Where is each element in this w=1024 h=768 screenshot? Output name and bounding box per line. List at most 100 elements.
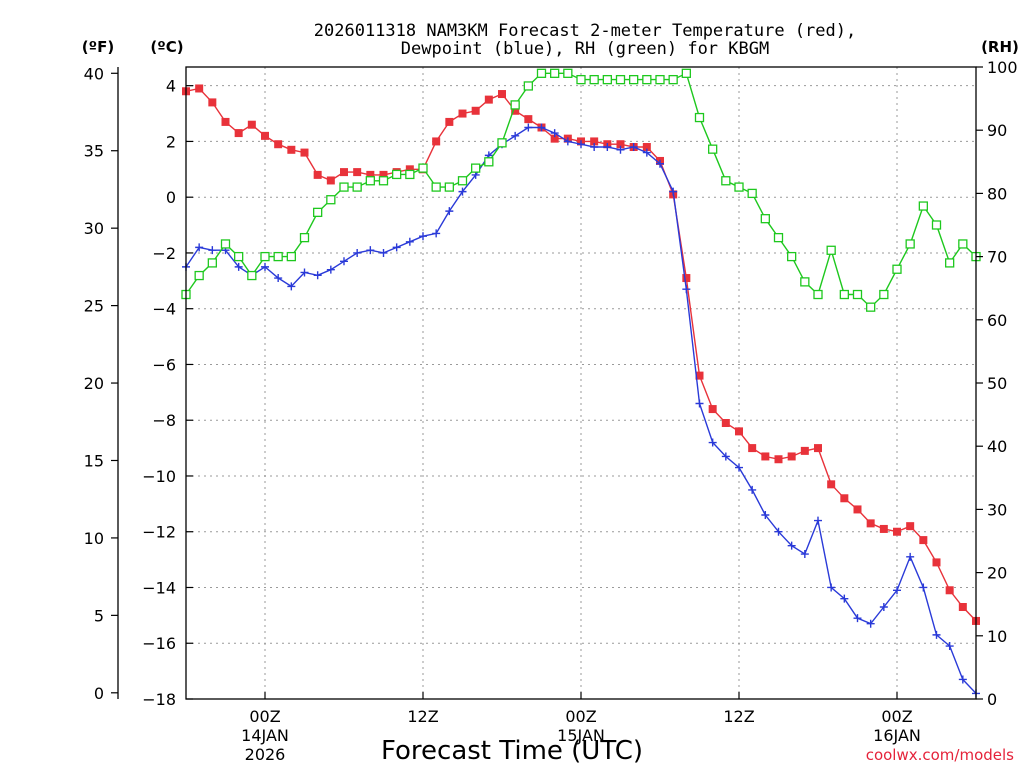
dewpoint-point [353, 248, 362, 257]
dewpoint-point [748, 485, 757, 494]
rh-point [655, 74, 665, 85]
dewpoint-point [313, 271, 322, 280]
temperature-point [787, 452, 796, 461]
rh-point [602, 74, 612, 85]
celsius-tick-label: 0 [166, 188, 176, 207]
rh-tick-label: 10 [987, 627, 1007, 646]
rh-point [523, 81, 533, 91]
dewpoint-point [577, 140, 585, 149]
celsius-tick-label: 4 [166, 77, 176, 96]
dewpoint-point [735, 463, 743, 472]
rh-point [444, 182, 454, 192]
dewpoint-point [827, 583, 836, 592]
fahrenheit-tick-label: 10 [84, 529, 104, 548]
temperature-point [405, 165, 414, 174]
dewpoint-point [642, 148, 651, 157]
rh-tick-label: 100 [987, 58, 1018, 77]
temperature-point [958, 603, 967, 612]
rh-tick-label: 80 [987, 184, 1007, 203]
rh-point [813, 289, 823, 300]
dewpoint-point [840, 594, 849, 603]
dewpoint-point [445, 207, 454, 216]
temperature-point [471, 106, 480, 115]
rh-tick-label: 30 [987, 500, 1007, 519]
temperature-point [511, 106, 520, 115]
rh-point [510, 100, 520, 110]
temperature-point [590, 137, 599, 146]
rh-point [194, 270, 204, 281]
rh-point [879, 289, 889, 300]
celsius-tick-label: −6 [152, 355, 176, 374]
dewpoint-point [379, 248, 388, 257]
temperature-point [774, 455, 783, 464]
rh-point [747, 188, 757, 199]
temperature-point [261, 131, 269, 140]
dewpoint-point [919, 583, 928, 592]
rh-unit-label: (RH) [981, 38, 1019, 56]
rh-point [536, 68, 547, 78]
rh-point [576, 74, 586, 85]
rh-tick-label: 20 [987, 564, 1007, 583]
rh-point [734, 182, 744, 192]
temperature-point [484, 95, 493, 104]
celsius-tick-label: −10 [142, 467, 176, 486]
temperature-point [208, 98, 217, 107]
rh-point [721, 176, 731, 186]
dewpoint-point [656, 159, 664, 168]
x-date-label: 15JAN [557, 726, 605, 745]
temperature-point [932, 558, 941, 567]
dewpoint-point [563, 137, 572, 146]
watermark: coolwx.com/models [866, 746, 1014, 764]
temperature-point [379, 170, 388, 179]
rh-point [365, 176, 375, 186]
temperature-point [748, 444, 757, 453]
rh-point [945, 258, 955, 268]
celsius-unit-label: (ºC) [150, 38, 183, 56]
rh-point [760, 214, 770, 224]
temperature-point [721, 419, 730, 428]
rh-point [352, 182, 362, 192]
temperature-point [708, 405, 717, 414]
celsius-tick-label: −18 [142, 690, 176, 709]
temperature-point [814, 444, 822, 453]
dewpoint-point [721, 452, 730, 461]
rh-point [247, 270, 257, 281]
rh-point [905, 239, 915, 249]
temperature-point [800, 446, 809, 455]
fahrenheit-tick-label: 5 [94, 606, 104, 625]
temperature-point [735, 427, 743, 436]
temperature-point [432, 137, 441, 146]
x-tick-label: 00Z [249, 707, 280, 726]
temperature-point [221, 117, 230, 126]
fahrenheit-tick-label: 15 [84, 451, 104, 470]
temperature-point [840, 494, 849, 503]
dewpoint-point [405, 237, 414, 246]
rh-point [457, 176, 468, 186]
celsius-tick-label: −2 [152, 244, 176, 263]
rh-point [694, 112, 705, 123]
rh-point [866, 302, 876, 312]
plot-frame [185, 66, 977, 700]
dewpoint-point [761, 511, 770, 520]
temperature-point [827, 480, 836, 489]
temperature-point [340, 168, 348, 177]
rh-tick-label: 90 [987, 121, 1007, 140]
dewpoint-point [550, 129, 559, 138]
rh-point [260, 251, 270, 262]
rh-tick-label: 40 [987, 437, 1007, 456]
dewpoint-point [787, 541, 796, 550]
dewpoint-point [629, 143, 638, 152]
temperature-point [445, 117, 454, 126]
temperature-point [550, 134, 559, 143]
temperature-point [274, 140, 283, 149]
dewpoint-point [879, 603, 888, 612]
dewpoint-point [208, 246, 217, 255]
rh-point [286, 251, 296, 262]
x-axis-title: Forecast Time (UTC) [381, 736, 643, 766]
rh-point [484, 157, 494, 167]
x-date-label: 16JAN [873, 726, 921, 745]
temperature-point [313, 170, 322, 179]
temperature-point [695, 371, 704, 380]
fahrenheit-tick-label: 0 [94, 684, 104, 703]
